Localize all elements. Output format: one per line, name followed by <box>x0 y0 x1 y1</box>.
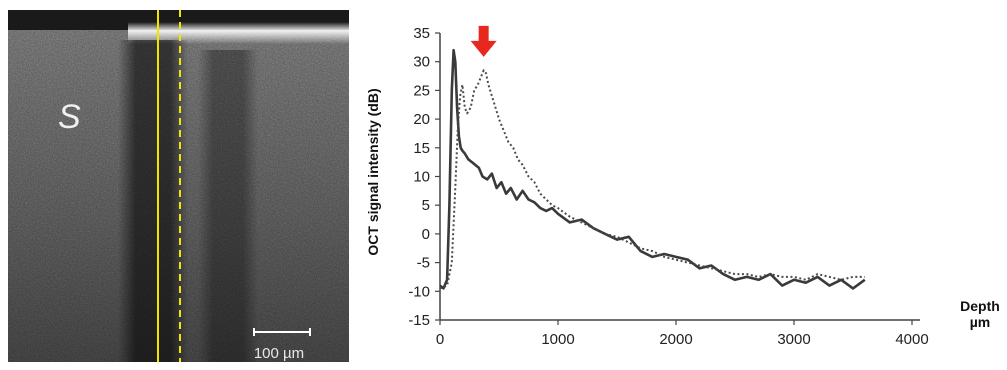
x-tick-label: 3000 <box>777 331 810 348</box>
dotted-series-line <box>439 69 865 290</box>
y-tick-label: 0 <box>422 226 430 243</box>
y-tick-label: -5 <box>417 255 430 272</box>
solid-series-line <box>439 48 866 290</box>
region-label: S <box>58 98 81 136</box>
x-tick-label: 4000 <box>895 331 928 348</box>
oct-image: S 100 µm <box>8 10 349 362</box>
y-tick-label: 35 <box>413 25 430 42</box>
x-axis-unit: µm <box>970 314 991 330</box>
scale-bar-label: 100 µm <box>254 345 304 362</box>
x-axis-title: Depth <box>960 298 1000 314</box>
x-tick-label: 0 <box>436 331 444 348</box>
y-tick-label: 10 <box>413 169 430 186</box>
y-tick-label: 5 <box>422 197 430 214</box>
peak-arrow-icon <box>470 25 497 57</box>
y-tick-label: 25 <box>413 82 430 99</box>
oct-surface-layer <box>128 22 349 44</box>
chart-axes: -15 -10 -5 0 5 10 15 20 25 30 35 0 1000 2000 3000 4000 <box>408 25 928 348</box>
x-tick-label: 2000 <box>659 331 692 348</box>
y-tick-label: 30 <box>413 54 430 71</box>
chart-annotation-layer <box>470 25 497 57</box>
intensity-profile-chart: -15 -10 -5 0 5 10 15 20 25 30 35 0 1000 2000 3000 4000 … <box>350 0 1007 365</box>
y-tick-label: -10 <box>408 283 430 300</box>
x-tick-label: 1000 <box>541 331 574 348</box>
oct-shadow-column <box>118 40 188 362</box>
y-tick-label: -15 <box>408 312 430 329</box>
oct-shadow-column-2 <box>198 50 258 362</box>
y-tick-label: 20 <box>413 111 430 128</box>
y-tick-label: 15 <box>413 140 430 157</box>
chart-series-layer <box>439 48 866 290</box>
y-axis-title: OCT signal intensity (dB) <box>365 88 381 255</box>
